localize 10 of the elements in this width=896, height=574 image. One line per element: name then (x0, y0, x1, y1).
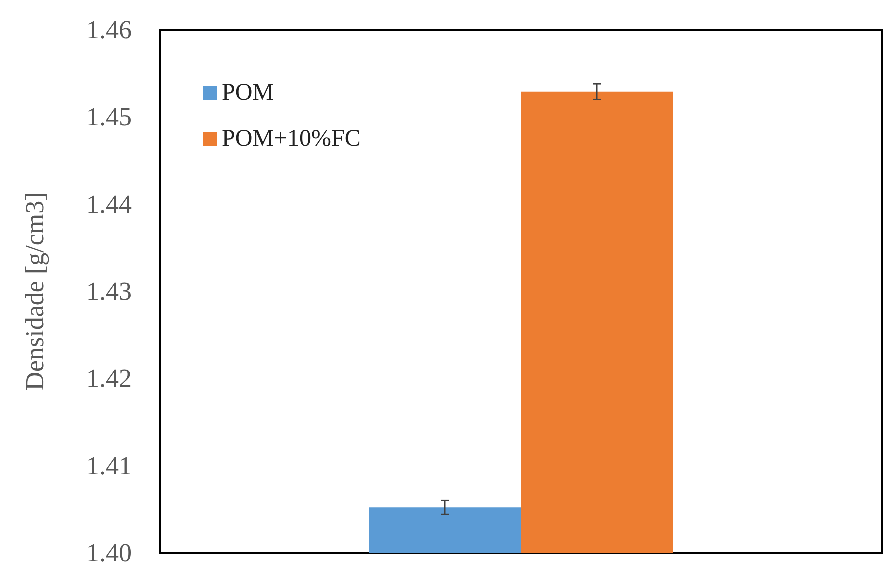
y-tick-label: 1.41 (86, 451, 132, 480)
y-tick-label: 1.42 (86, 364, 132, 394)
legend-label: POM (222, 80, 274, 106)
y-tick-label: 1.43 (86, 277, 132, 306)
y-tick-label: 1.45 (86, 102, 132, 132)
legend-label: POM+10%FC (222, 126, 361, 152)
y-axis-title: Densidade [g/cm3] (20, 192, 50, 391)
y-tick-label: 1.46 (86, 16, 132, 44)
y-tick-label: 1.40 (86, 538, 132, 568)
y-tick-label: 1.44 (86, 190, 132, 219)
